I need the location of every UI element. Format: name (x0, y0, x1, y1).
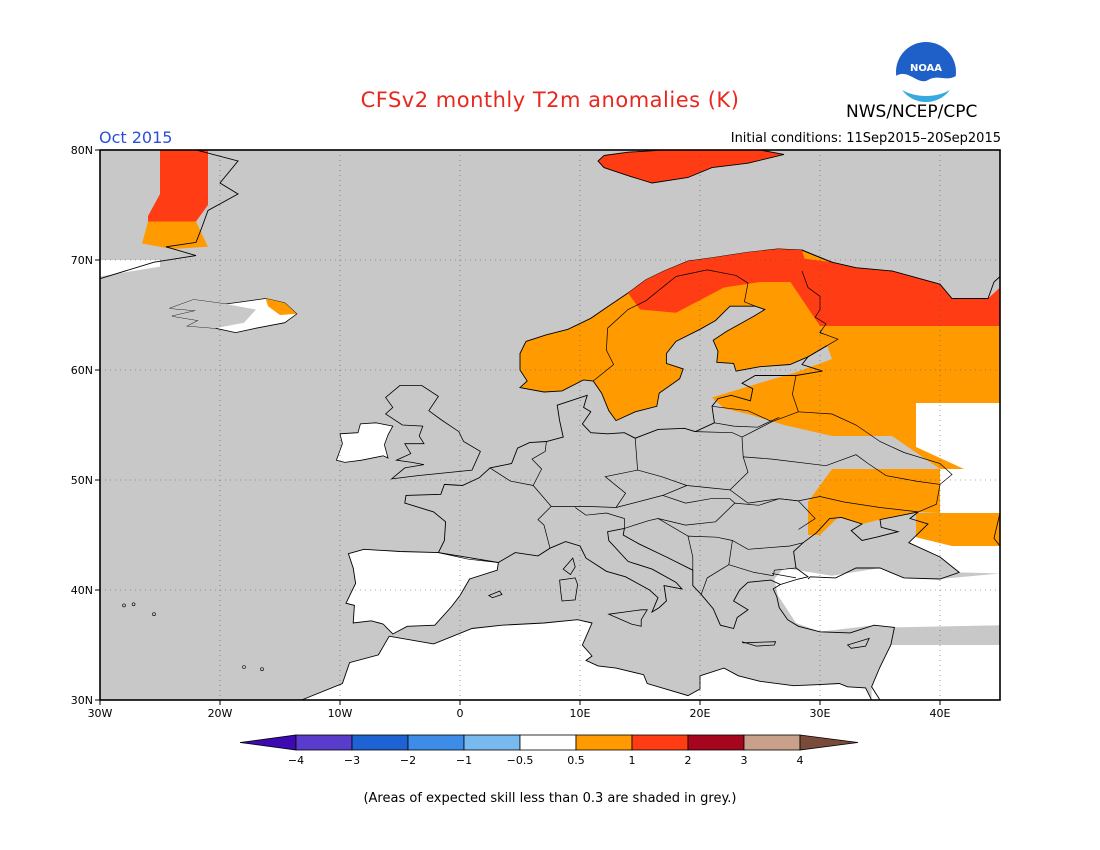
ukraine-warm (808, 469, 940, 535)
lon-tick-label: 0 (457, 707, 464, 720)
colorbar-label: 2 (685, 754, 692, 767)
cyprus (846, 637, 870, 649)
colorbar-high-arrow (799, 734, 859, 751)
country-border (687, 535, 804, 550)
country-border (700, 540, 733, 595)
anomaly-map: 30N 40N 50N 60N 70N 80N 30W 20W 10W 0 10E 20E 30E 40E (71, 144, 1001, 720)
colorbar-label: 0.5 (567, 754, 585, 767)
crete (741, 641, 777, 647)
colorbar-label: 1 (629, 754, 636, 767)
lon-tick-label: 20W (208, 707, 233, 720)
greenland-warm (148, 150, 208, 244)
colorbar-swatch (631, 734, 689, 751)
valid-month-label: Oct 2015 (99, 128, 173, 147)
lon-tick-label: 20E (690, 707, 711, 720)
great-britain (384, 384, 481, 480)
colorbar-label: −0.5 (507, 754, 534, 767)
country-border (624, 518, 694, 571)
country-border (574, 507, 625, 529)
country-border (438, 552, 499, 563)
noaa-logo: NOAA (896, 42, 956, 104)
country-border (637, 431, 749, 491)
colorbar-label: 4 (797, 754, 804, 767)
lon-tick-label: 40E (930, 707, 951, 720)
lat-tick-label: 70N (71, 254, 93, 267)
colorbar-swatch (575, 734, 633, 751)
lat-tick-label: 80N (71, 144, 93, 157)
colorbar-label: −4 (288, 754, 304, 767)
colorbar-label: 3 (741, 754, 748, 767)
ireland (335, 422, 394, 463)
colorbar-label: −1 (456, 754, 472, 767)
northwest-russia-warm (772, 254, 1000, 326)
island (242, 665, 246, 669)
lat-tick-label: 40N (71, 584, 93, 597)
lon-tick-label: 10W (328, 707, 353, 720)
colorbar-swatch (687, 734, 745, 751)
north-africa (301, 619, 873, 701)
agency-label: NWS/NCEP/CPC (846, 102, 978, 122)
volga-neutral (916, 403, 1000, 469)
colorbar-swatch (519, 734, 577, 751)
sicily (607, 609, 648, 627)
chart-title: CFSv2 monthly T2m anomalies (K) (360, 88, 740, 112)
country-border (728, 564, 797, 577)
iceland-east-warm (265, 298, 297, 315)
greenland-warm-edge (142, 221, 208, 249)
middle-east-neutral (871, 645, 1000, 700)
colorbar-label: −2 (400, 754, 416, 767)
lat-tick-label: 30N (71, 694, 93, 707)
corsica (562, 557, 576, 576)
lat-tick-label: 60N (71, 364, 93, 377)
lon-tick-label: 30E (810, 707, 831, 720)
country-border (801, 270, 839, 358)
colorbar-swatch (463, 734, 521, 751)
country-border (729, 489, 816, 530)
country-border (662, 495, 736, 504)
mediterranean-coast (498, 527, 781, 630)
country-border (711, 405, 773, 423)
lon-tick-label: 10E (570, 707, 591, 720)
greenland-south (100, 260, 160, 277)
country-border (798, 496, 919, 513)
island (260, 667, 264, 672)
country-border (771, 573, 797, 579)
country-border (714, 416, 780, 428)
greenland-coast (99, 149, 239, 280)
initial-conditions-label: Initial conditions: 11Sep2015–20Sep2015 (730, 131, 1001, 146)
colorbar-low-arrow (239, 734, 297, 751)
colorbar-swatch (743, 734, 801, 751)
country-border (592, 269, 708, 382)
europe-north-coast (404, 356, 823, 553)
skill-footnote: (Areas of expected skill less than 0.3 a… (363, 791, 737, 806)
northern-norway-warm (628, 249, 808, 313)
island (122, 603, 126, 608)
colorbar-swatch (407, 734, 465, 751)
island (131, 602, 136, 607)
colorbar-swatch (351, 734, 409, 751)
colorbar-label: −3 (344, 754, 360, 767)
iceland-low-skill (169, 299, 256, 329)
south-russia-warm (916, 513, 1000, 546)
lat-tick-label: 50N (71, 474, 93, 487)
colorbar-swatch (295, 734, 353, 751)
country-border (798, 411, 953, 485)
map-frame (99, 149, 1001, 701)
anatolia-neutral (774, 568, 1000, 632)
svg-text:NOAA: NOAA (910, 63, 942, 74)
country-border (743, 454, 941, 513)
country-border (707, 269, 756, 307)
country-border (531, 441, 547, 486)
island (152, 612, 156, 617)
balearic-islands (487, 590, 503, 599)
sardinia (559, 577, 579, 602)
lon-tick-label: 30W (88, 707, 113, 720)
